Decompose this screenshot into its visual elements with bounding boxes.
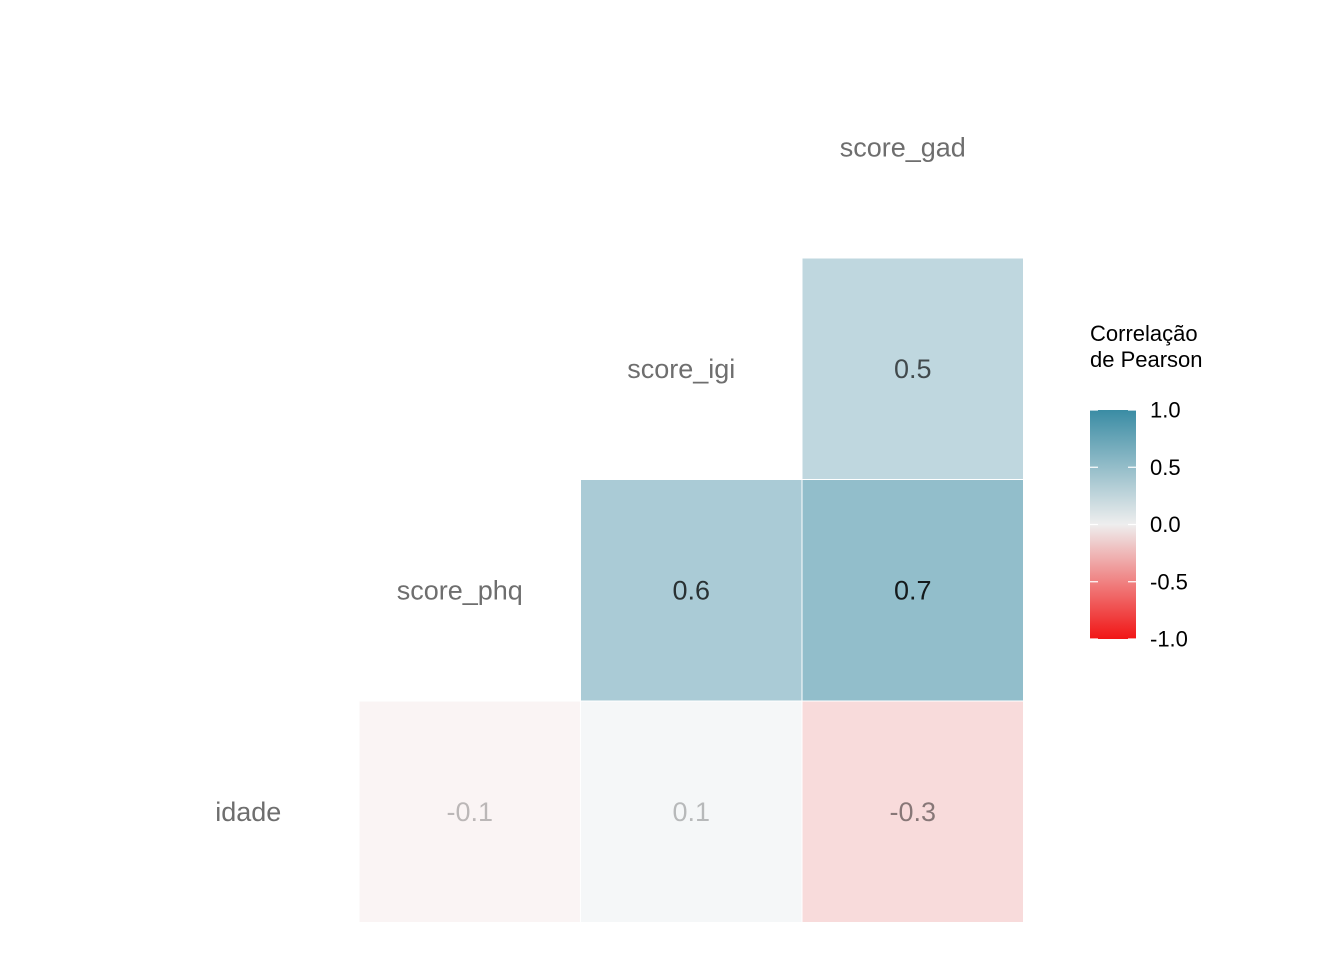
variable-label-score_gad: score_gad (840, 132, 966, 162)
heatmap-cell-score_igi-score_gad (801, 257, 1024, 480)
legend-tick-label-2: 0.0 (1150, 512, 1181, 537)
heatmap-cell-score_phq-score_igi (580, 479, 803, 702)
variable-label-score_igi: score_igi (627, 354, 735, 384)
legend-tick-label-1: 0.5 (1150, 455, 1181, 480)
legend-title-line-2: de Pearson (1090, 347, 1203, 372)
cell-value-score_phq-score_gad: 0.7 (894, 575, 932, 605)
heatmap-cell-idade-score_phq (358, 700, 581, 923)
heatmap-cell-score_phq-score_gad (801, 479, 1024, 702)
legend-ticks: 1.0 0.5 0.0 -0.5 -1.0 (1090, 398, 1188, 652)
cell-value-idade-score_gad: -0.3 (889, 797, 936, 827)
legend-tick-label-0: 1.0 (1150, 398, 1181, 423)
cell-value-idade-score_phq: -0.1 (446, 797, 493, 827)
legend-title-line-1: Correlação (1090, 321, 1198, 346)
color-legend: Correlação de Pearson 1.0 0.5 0.0 -0.5 -1.0 (1090, 321, 1203, 652)
legend-tick-label-4: -1.0 (1150, 627, 1188, 652)
variable-label-score_phq: score_phq (397, 575, 523, 605)
variable-label-idade: idade (215, 797, 281, 827)
cell-value-score_phq-score_igi: 0.6 (672, 575, 710, 605)
cell-value-score_igi-score_gad: 0.5 (894, 354, 932, 384)
heatmap-cell-idade-score_gad (801, 700, 1024, 923)
legend-tick-label-3: -0.5 (1150, 569, 1188, 594)
heatmap-cells: -0.1 0.1 -0.3 0.6 0.7 0.5 (358, 257, 1024, 923)
variable-labels: idade score_phq score_igi score_gad (215, 132, 966, 827)
cell-value-idade-score_igi: 0.1 (672, 797, 710, 827)
